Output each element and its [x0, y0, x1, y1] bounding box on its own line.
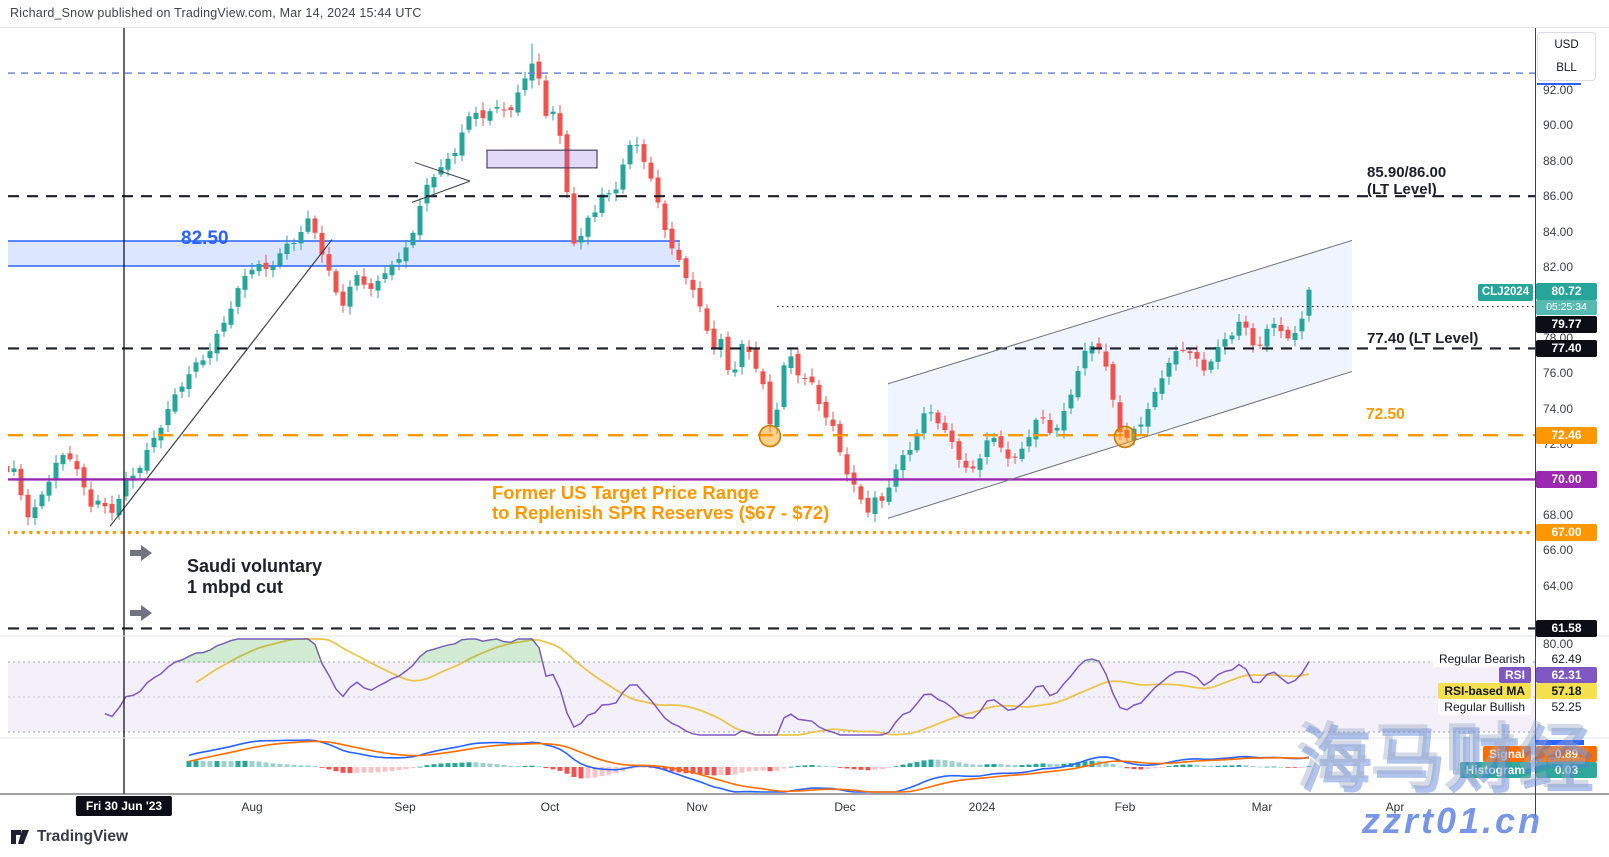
price-axis-badge: 67.00: [1536, 524, 1597, 541]
annotation-saudi-cut: Saudi voluntary 1 mbpd cut: [187, 556, 322, 598]
rsi-divergence-bearish-label: Regular Bearish: [1432, 651, 1531, 667]
annotation-spr-line2: to Replenish SPR Reserves ($67 - $72): [492, 502, 830, 523]
annotation-spr-line1: Former US Target Price Range: [492, 482, 759, 503]
price-tick-label: 88.00: [1543, 153, 1574, 168]
time-axis-label: 2024: [968, 800, 996, 814]
price-tick-label: 90.00: [1543, 118, 1574, 133]
price-tick-label: 64.00: [1543, 578, 1574, 593]
annotation-82-50: 82.50: [181, 228, 229, 249]
time-axis-label: Apr: [1385, 800, 1405, 814]
annotation-72-50: 72.50: [1366, 406, 1405, 423]
rsi-ma-label: RSI-based MA: [1438, 683, 1531, 699]
time-axis-label: Dec: [834, 800, 856, 814]
time-axis-label: Nov: [686, 800, 708, 814]
macd-signal-value: 0.89: [1536, 746, 1597, 762]
annotation-spr-range: Former US Target Price Range to Replenis…: [492, 483, 829, 523]
annotation-lt-level-86: 85.90/86.00 (LT Level): [1367, 164, 1446, 198]
rsi-indicator-label: RSI: [1498, 667, 1531, 683]
macd-histogram-value: 0.03: [1536, 762, 1597, 778]
tradingview-brand[interactable]: TradingView: [10, 828, 128, 846]
annotation-lt-level-77-40: 77.40 (LT Level): [1367, 330, 1479, 347]
rsi-axis-tick: 80.00: [1543, 637, 1574, 651]
price-tick-label: 84.00: [1543, 224, 1574, 239]
annotation-saudi-line1: Saudi voluntary: [187, 556, 323, 576]
time-axis-label: Feb: [1114, 800, 1136, 814]
currency-label: USD: [1554, 38, 1579, 51]
price-axis-badge: 77.40: [1536, 339, 1597, 357]
price-tick-label: 74.00: [1543, 401, 1574, 416]
time-axis-label: Aug: [241, 800, 263, 814]
tradingview-brand-text: TradingView: [37, 828, 129, 845]
event-date-badge: Fri 30 Jun '23: [75, 796, 173, 816]
annotation-lt-level-86-line1: 85.90/86.00: [1367, 164, 1447, 181]
time-axis-label: Mar: [1251, 800, 1273, 814]
rsi-divergence-bearish-value: 62.49: [1536, 651, 1597, 667]
time-axis-label: Sep: [394, 800, 416, 814]
annotation-lt-level-86-line2: (LT Level): [1367, 181, 1437, 198]
rsi-divergence-bullish-value: 52.25: [1536, 699, 1597, 715]
macd-signal-label: Signal: [1482, 746, 1531, 762]
unit-box-accent-line: [1537, 83, 1581, 85]
price-tick-label: 82.00: [1543, 260, 1574, 274]
price-axis-badge: 61.58: [1536, 619, 1597, 637]
publish-info: Richard_Snow published on TradingView.co…: [10, 6, 422, 20]
symbol-badge: CLJ2024: [1478, 284, 1533, 301]
annotation-saudi-line2: 1 mbpd cut: [187, 577, 284, 597]
price-tick-label: 68.00: [1543, 507, 1574, 522]
rsi-divergence-bullish-label: Regular Bullish: [1438, 699, 1531, 715]
bar-countdown-badge: 05:25:34: [1536, 300, 1597, 315]
price-tick-label: 76.00: [1543, 366, 1574, 381]
last-price-badge: 80.72: [1536, 283, 1597, 300]
price-axis-badge: 79.77: [1536, 316, 1597, 333]
rsi-ma-value: 57.18: [1536, 683, 1597, 699]
price-tick-label: 92.00: [1543, 83, 1574, 97]
price-axis-badge: 70.00: [1536, 470, 1597, 488]
time-axis[interactable]: [0, 794, 1535, 820]
unit-label: BLL: [1556, 62, 1577, 75]
time-axis-label: Oct: [540, 800, 560, 814]
price-tick-label: 66.00: [1543, 543, 1574, 558]
price-axis-badge: 72.46: [1536, 427, 1597, 445]
rsi-indicator-value: 62.31: [1536, 667, 1597, 683]
tradingview-logo-icon: [11, 830, 29, 844]
macd-value-badge-clipped: [1536, 740, 1584, 745]
price-tick-label: 86.00: [1543, 189, 1574, 204]
macd-histogram-label: Histogram: [1459, 762, 1531, 778]
price-scale-unit-box[interactable]: USD BLL: [1537, 32, 1596, 81]
